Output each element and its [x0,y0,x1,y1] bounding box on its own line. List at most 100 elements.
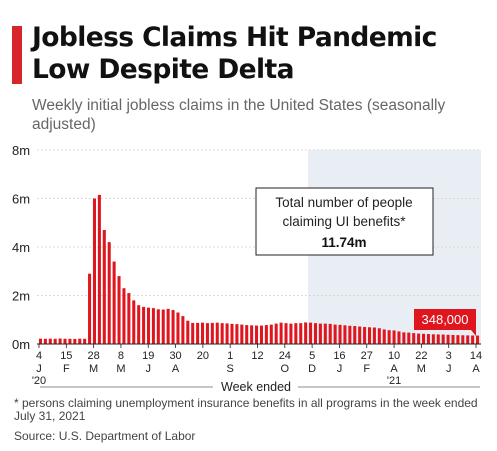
annotation-line2: claiming UI benefits* [282,214,406,229]
x-tick-month-label: S [227,363,234,375]
chart-title: Jobless Claims Hit Pandemic Low Despite … [32,22,437,85]
y-tick-label: 6m [12,192,30,207]
last-value-label: 348,000 [422,312,469,327]
bar [176,312,180,344]
x-tick-day-label: 4 [36,350,42,362]
bar [205,323,209,344]
bar [73,338,77,344]
bar [363,327,367,344]
bar [48,338,52,344]
bar [343,325,347,344]
bar [446,334,450,344]
x-tick-month-label: M [417,363,426,375]
bar [323,323,327,344]
y-tick-label: 2m [12,289,30,304]
bar [132,300,136,344]
y-tick-label: 0m [12,337,30,352]
bar [142,306,146,344]
bar [372,327,376,344]
bar [161,309,165,344]
bar [466,335,470,344]
bar [78,338,82,344]
bar [137,305,141,344]
x-tick-day-label: 8 [118,350,124,362]
bar [102,230,106,344]
bar [97,194,101,344]
bar [318,323,322,344]
bar [112,261,116,344]
bar [88,273,92,344]
x-tick-month-label: J [446,363,452,375]
chart-subtitle: Weekly initial jobless claims in the Uni… [32,97,446,133]
x-tick-day-label: 30 [169,350,181,362]
x-tick-month-label: A [172,363,180,375]
bar [255,325,259,344]
bar [294,323,298,344]
bar [304,322,308,344]
annotation-value: 11.74m [321,235,366,250]
footnote: * persons claiming unemployment insuranc… [14,396,478,423]
bar [107,242,111,344]
bar [387,330,391,344]
x-tick-month-label: M [89,363,98,375]
last-value-callout-pointer [471,330,476,336]
bar [426,334,430,344]
annotation-line1: Total number of people [275,195,412,210]
bar [309,322,313,344]
source-note: Source: U.S. Department of Labor [14,429,196,443]
x-tick-year-label: '21 [387,375,401,387]
bar [367,327,372,344]
bar [269,324,273,344]
bar [284,323,288,344]
bar [230,323,234,344]
bar [456,335,460,344]
bar [92,198,97,344]
x-tick-day-label: 14 [470,350,482,362]
bar [441,334,445,344]
x-tick-day-label: 20 [197,350,209,362]
bar [166,308,170,344]
x-tick-year-label: '20 [32,375,46,387]
bar [83,338,87,344]
bar [196,322,200,344]
bar [358,326,362,344]
x-tick-month-label: F [63,363,70,375]
bar [417,333,421,344]
bar [58,338,62,344]
bar [421,333,426,344]
bar [299,323,303,344]
x-tick-month-label: M [116,363,125,375]
bar [171,310,175,344]
y-tick-label: 8m [12,143,30,158]
bar [471,335,475,344]
x-tick-month-label: A [472,363,480,375]
bar [186,320,190,344]
bar [279,322,283,344]
bar [313,323,318,344]
bar [127,293,131,344]
bar [397,331,401,344]
bar [146,307,151,344]
x-tick-day-label: 19 [142,350,154,362]
bar [328,323,332,344]
bar [245,325,249,344]
bar [402,332,406,344]
bar [338,324,342,344]
x-tick-day-label: 10 [388,350,400,362]
bar [289,323,293,344]
bar [274,323,278,344]
x-tick-month-label: D [308,363,316,375]
bar [250,325,254,344]
bar [151,308,155,344]
bar [53,338,57,344]
bar [122,288,126,344]
bar [240,324,244,344]
bar [392,330,396,344]
x-tick-month-label: A [390,363,398,375]
bar [382,329,386,344]
bar [451,334,455,344]
x-tick-day-label: 24 [279,350,291,362]
bar [235,324,239,344]
y-tick-label: 4m [12,240,30,255]
